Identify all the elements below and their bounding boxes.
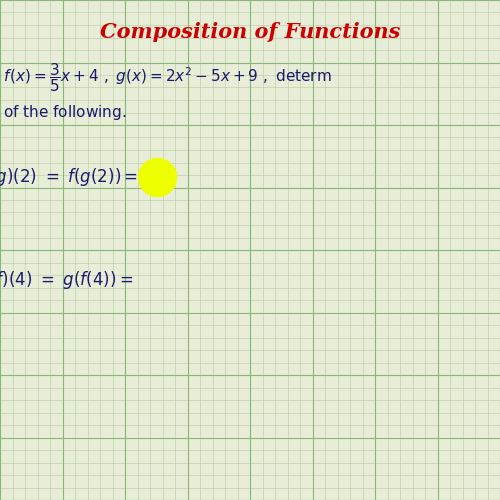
Text: $\mathrm{ch\ of\ the\ following.}$: $\mathrm{ch\ of\ the\ following.}$ [0,103,126,122]
Text: $\circ\ g)(2)\ =\ \mathit{f}(\mathit{g}(2))=$: $\circ\ g)(2)\ =\ \mathit{f}(\mathit{g}(… [0,166,138,188]
Text: $\circ\ f)(4)\ =\ \mathit{g}(\mathit{f}(4))=$: $\circ\ f)(4)\ =\ \mathit{g}(\mathit{f}(… [0,269,133,291]
Text: $\mathrm{en}\ \mathit{f}(x) = \dfrac{3}{5}x + 4\ ,\ \mathit{g}(x) = 2x^2-5x+9\ ,: $\mathrm{en}\ \mathit{f}(x) = \dfrac{3}{… [0,61,332,94]
Text: Composition of Functions: Composition of Functions [100,22,400,42]
Circle shape [138,158,176,196]
